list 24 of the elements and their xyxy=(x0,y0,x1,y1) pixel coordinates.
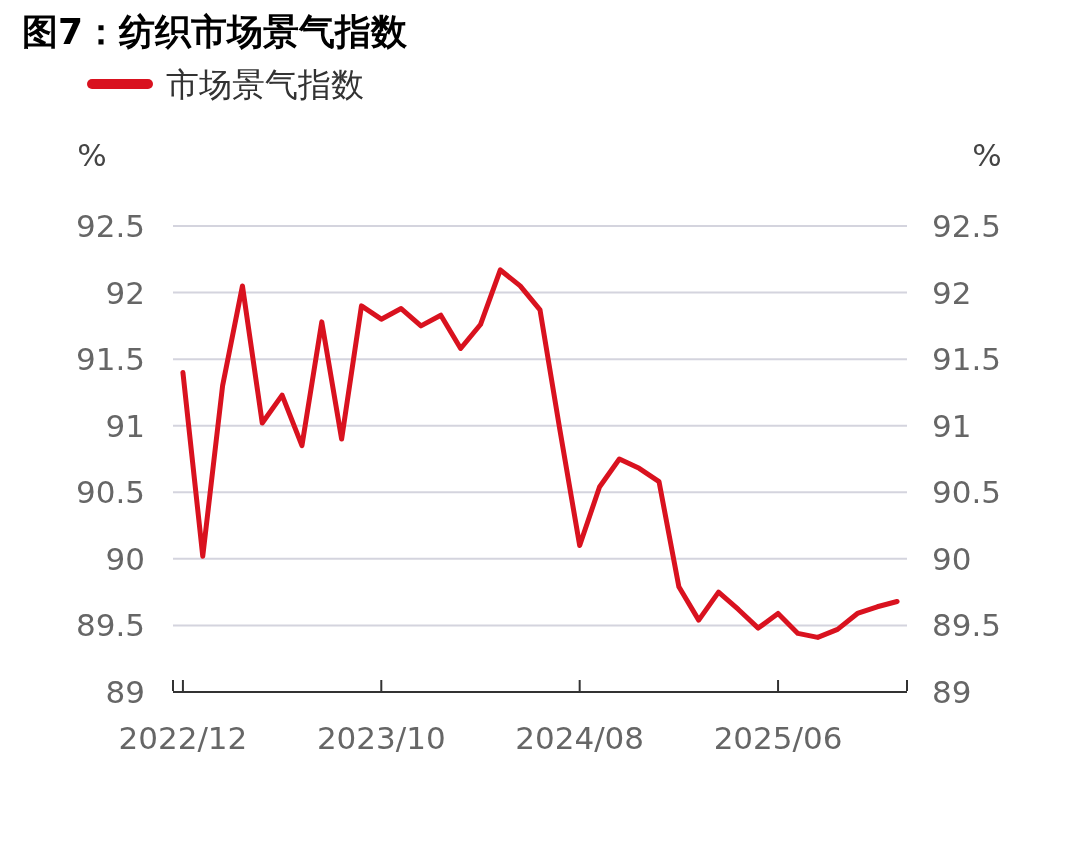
x-tick-label: 2023/10 xyxy=(316,720,446,756)
y-tick-label: 90.5 xyxy=(75,474,145,511)
y2-tick-label: 92 xyxy=(932,274,972,311)
y2-axis-title: % xyxy=(972,137,1002,173)
x-tick-label: 2024/08 xyxy=(515,720,645,756)
y2-tick-label: 89 xyxy=(932,674,972,710)
y-axis-title: % xyxy=(77,137,107,173)
y-tick-label: 89.5 xyxy=(75,607,145,644)
x-tick-label: 2022/12 xyxy=(118,720,248,756)
x-tick-label: 2025/06 xyxy=(713,720,843,756)
legend-label: 市场景气指数 xyxy=(166,65,364,104)
y2-tick-label: 91 xyxy=(932,407,972,444)
y2-tick-label: 92.5 xyxy=(932,208,1002,244)
y2-tick-label: 90.5 xyxy=(932,474,1002,511)
y-tick-label: 91 xyxy=(105,407,145,444)
y-tick-label: 91.5 xyxy=(75,341,145,378)
y-tick-label: 92 xyxy=(105,274,145,311)
y2-tick-label: 91.5 xyxy=(932,341,1002,378)
y2-tick-label: 90 xyxy=(932,540,972,577)
y-tick-label: 89 xyxy=(105,674,145,710)
y-tick-label: 90 xyxy=(105,540,145,577)
y-tick-label: 92.5 xyxy=(75,208,145,244)
chart-title: 图7：纺织市场景气指数 xyxy=(22,11,409,52)
y2-tick-label: 89.5 xyxy=(932,607,1002,644)
